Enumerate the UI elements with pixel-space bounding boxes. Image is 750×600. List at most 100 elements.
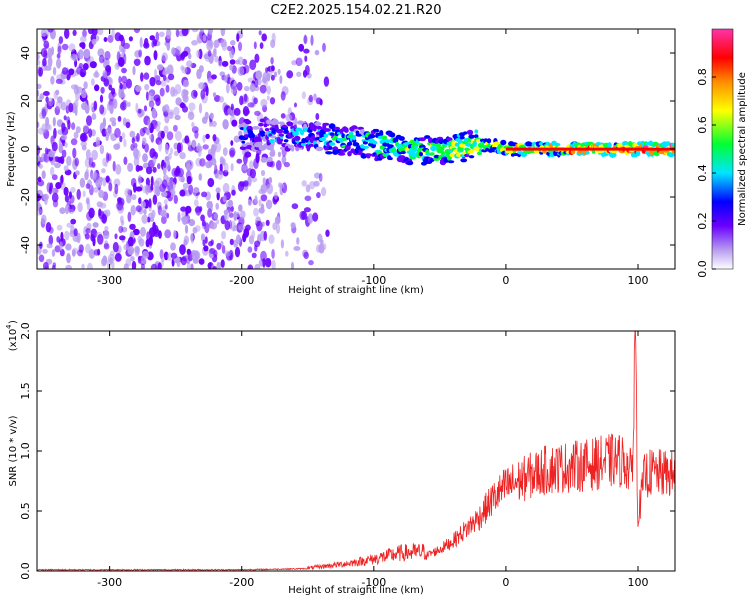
heatmap-cell (210, 222, 218, 230)
heatmap-cell (77, 249, 83, 257)
heatmap-cell (227, 107, 232, 116)
heatmap-cell (233, 211, 238, 222)
heatmap-cell (37, 176, 42, 183)
heatmap-cell (277, 68, 281, 75)
heatmap-cell (161, 256, 165, 263)
heatmap-cell (94, 84, 100, 92)
heatmap-cell (61, 67, 69, 75)
heatmap-cell (341, 133, 346, 139)
heatmap-cell (281, 155, 287, 165)
heatmap-cell (157, 163, 161, 170)
heatmap-cell (190, 233, 194, 242)
heatmap-cell (258, 30, 262, 36)
heatmap-cell (265, 257, 272, 268)
heatmap-cell (319, 137, 327, 142)
heatmap-cell (207, 208, 213, 218)
heatmap-cell (173, 229, 177, 239)
heatmap-cell (298, 43, 305, 52)
heatmap-cell (238, 204, 243, 212)
colorbar-label: Normalized spectral amplitude (737, 72, 748, 226)
heatmap-cell (214, 95, 221, 102)
heatmap-cell (128, 36, 133, 42)
heatmap-cell (176, 142, 182, 154)
heatmap-cell (230, 40, 236, 46)
heatmap-cell (251, 177, 258, 183)
heatmap-cell (221, 230, 227, 240)
heatmap-cell (255, 70, 263, 80)
snr-scale-text: (x10 (8, 329, 19, 352)
heatmap-cell (303, 48, 310, 54)
heatmap-cell (85, 243, 91, 254)
heatmap-cell (204, 236, 208, 244)
heatmap-cell (258, 122, 264, 127)
heatmap-cell (151, 108, 157, 119)
heatmap-cell (88, 128, 93, 138)
heatmap-cell (167, 252, 173, 261)
heatmap-cell (135, 205, 142, 213)
heatmap-cell (48, 124, 52, 131)
snr-ylabel: SNR (10 * v/v) (8, 415, 19, 486)
heatmap-cell (132, 65, 136, 76)
heatmap-cell (70, 218, 77, 225)
heatmap-cell (137, 108, 142, 114)
heatmap-cell (163, 125, 169, 134)
heatmap-cell (219, 163, 223, 173)
heatmap-cell (152, 224, 159, 235)
heatmap-cell (51, 141, 58, 152)
heatmap-cell (460, 158, 468, 163)
heatmap-cell (68, 68, 75, 76)
heatmap-cell (229, 59, 236, 65)
heatmap-cell (72, 147, 77, 159)
heatmap-cell (78, 49, 84, 60)
heatmap-cell (254, 195, 258, 204)
heatmap-cell (668, 152, 675, 158)
heatmap-cell (109, 104, 114, 115)
heatmap-cell (127, 101, 131, 107)
heatmap-cell (123, 42, 130, 50)
heatmap-cell (121, 67, 127, 74)
heatmap-cell (89, 248, 95, 260)
heatmap-cell (83, 48, 91, 59)
heatmap-cell (56, 224, 63, 231)
heatmap-cell (299, 129, 305, 136)
heatmap-cell (184, 135, 190, 144)
heatmap-cell (85, 228, 91, 234)
heatmap-cell (81, 263, 85, 269)
heatmap-cell (102, 177, 107, 187)
heatmap-cell (219, 156, 225, 165)
heatmap-cell (90, 78, 95, 86)
heatmap-cell (257, 77, 262, 86)
heatmap-cell (116, 200, 124, 211)
heatmap-cell (150, 263, 158, 269)
heatmap-cell (205, 133, 210, 139)
heatmap-cell (554, 142, 561, 147)
colorbar-gradient (711, 28, 734, 270)
heatmap-cell (37, 89, 40, 97)
heatmap-cell (51, 46, 54, 56)
heatmap-cell (398, 136, 405, 141)
heatmap-cell (56, 53, 61, 59)
heatmap-cell (163, 111, 169, 118)
heatmap-cell (182, 182, 190, 190)
heatmap-cell (424, 135, 431, 139)
heatmap-cell (132, 228, 140, 236)
heatmap-cell (278, 133, 285, 137)
heatmap-cell (274, 71, 277, 78)
heatmap-cell (177, 212, 181, 223)
x-tick-label: -200 (229, 274, 254, 287)
heatmap-cell (61, 149, 67, 158)
heatmap-cell (145, 177, 150, 186)
heatmap-cell (165, 29, 172, 40)
heatmap-cell (352, 135, 357, 141)
colorbar-tick-label: 0.4 (696, 164, 709, 182)
heatmap-cell (211, 74, 217, 80)
heatmap-cell (270, 135, 277, 139)
heatmap-cell (389, 132, 396, 138)
heatmap-cell (141, 137, 147, 146)
heatmap-cell (162, 70, 168, 76)
snr-panel: -300 -200 -100 0 100 0.0 0.5 1.0 1.5 2.0 Height o… (5, 320, 676, 596)
heatmap-cell (155, 80, 162, 86)
heatmap-cell (266, 95, 270, 101)
heatmap-cell (235, 234, 241, 244)
